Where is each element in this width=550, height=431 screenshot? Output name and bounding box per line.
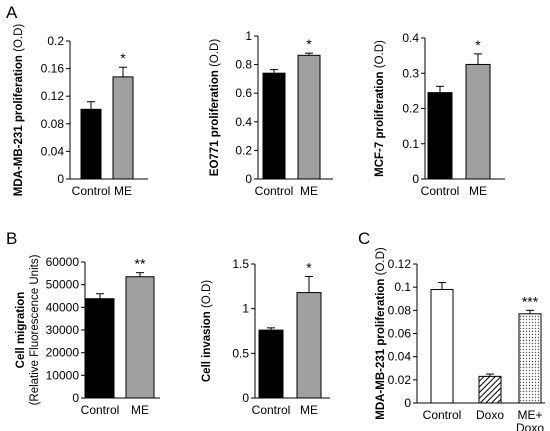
y-tick-label: 0.1 (402, 137, 419, 151)
y-tick-label: 0 (242, 391, 249, 405)
y-tick-label: 0.2 (47, 34, 64, 48)
y-tick-label: 0 (72, 391, 79, 405)
chart-cell-migration: 0 10000 20000 30000 40000 50000 60000 Control **… (15, 254, 160, 417)
bar (427, 92, 453, 180)
y-tick-label: 0 (404, 396, 411, 410)
chart-eo771-proliferation: 0 0.2 0.4 0.6 0.8 1 Control * ME EO771 proliferat… (209, 29, 333, 198)
chart-mda-doxo-proliferation: 0 0.02 0.04 0.06 0.08 0.1 0.12 Control Doxo *** ME… (375, 247, 545, 431)
bar (430, 288, 454, 404)
y-axis-label: EO771 proliferation (O.D) (209, 39, 221, 177)
y-tick-label: 0.12 (41, 89, 65, 103)
bar (112, 76, 134, 180)
y-tick-label: 0 (412, 172, 419, 186)
bar (297, 54, 321, 180)
y-axis-label: Cell migration (15, 292, 27, 369)
y-tick-label: 0.16 (41, 62, 65, 76)
y-tick-label: 0.1 (394, 280, 411, 294)
panel-label-b: B (6, 229, 17, 248)
significance-marker: * (475, 37, 481, 53)
y-tick-label: 0.5 (232, 346, 249, 360)
y-tick-label: 0.4 (402, 31, 419, 45)
x-category-label: ME (300, 403, 318, 417)
x-category-label: Control (81, 403, 120, 417)
x-category-label: Control (252, 403, 291, 417)
x-category-label: Control (72, 184, 111, 198)
y-tick-label: 0.06 (388, 327, 412, 341)
significance-marker: ** (135, 256, 146, 272)
y-tick-label: 0.12 (388, 257, 412, 271)
significance-marker: *** (522, 293, 539, 309)
bar (80, 108, 102, 180)
y-tick-label: 0.2 (402, 102, 419, 116)
panel-label-a: A (6, 3, 18, 22)
x-category-label: ME (131, 403, 149, 417)
y-tick-label: 1.5 (232, 257, 249, 271)
y-tick-label: 0 (57, 172, 64, 186)
bar (465, 63, 491, 180)
y-tick-label: 0.8 (235, 58, 252, 72)
y-tick-label: 60000 (46, 255, 80, 269)
x-category-label: Control (421, 184, 460, 198)
chart-mcf7-proliferation: 0 0.1 0.2 0.3 0.4 Control * ME MCF-7 proliferati… (374, 31, 505, 198)
bar (262, 72, 286, 180)
y-tick-label: 0.3 (402, 66, 419, 80)
y-tick-label: 30000 (46, 323, 80, 337)
y-tick-label: 0.4 (235, 115, 252, 129)
y-axis-unit-label: (Relative Fluorescence Units) (29, 254, 41, 405)
panel-label-c: C (358, 229, 370, 248)
chart-mda-proliferation: 0 0.04 0.08 0.12 0.16 0.2 Control * ME MDA-MB-231… (13, 24, 148, 198)
y-tick-label: 10000 (46, 368, 80, 382)
bar (518, 313, 542, 404)
bar (125, 276, 155, 399)
y-tick-label: 50000 (46, 278, 80, 292)
y-axis-label: MCF-7 proliferation (O.D) (374, 40, 386, 177)
significance-marker: * (120, 50, 126, 66)
y-axis-label: MDA-MB-231 proliferation (O.D) (13, 24, 25, 197)
bar (296, 292, 322, 399)
y-tick-label: 0.04 (388, 350, 412, 364)
y-tick-label: 0.08 (388, 303, 412, 317)
significance-marker: * (306, 36, 312, 52)
x-category-label: ME+ Doxo (516, 408, 544, 431)
y-tick-label: 0.08 (41, 117, 65, 131)
bar (478, 375, 502, 404)
y-tick-label: 20000 (46, 346, 80, 360)
y-tick-label: 1 (245, 29, 252, 43)
y-tick-label: 40000 (46, 300, 80, 314)
y-tick-label: 0 (245, 172, 252, 186)
y-tick-label: 1 (242, 302, 249, 316)
bar (85, 298, 115, 399)
x-category-label: Control (255, 184, 294, 198)
y-axis-label: Cell invasion (O.D) (201, 280, 213, 382)
bar (258, 329, 284, 399)
y-tick-label: 0.04 (41, 144, 65, 158)
y-tick-label: 0.02 (388, 373, 412, 387)
significance-marker: * (306, 260, 312, 276)
y-tick-label: 0.6 (235, 86, 252, 100)
chart-cell-invasion: 0 0.5 1 1.5 Control * ME Cell invasion (O.D) (201, 257, 330, 417)
y-axis-label: MDA-MB-231 proliferation (O.D) (375, 247, 387, 420)
x-category-label: Doxo (476, 408, 504, 422)
x-category-label: ME (469, 184, 487, 198)
y-tick-label: 0.2 (235, 143, 252, 157)
x-category-label: ME (300, 184, 318, 198)
x-category-label: Control (423, 408, 462, 422)
x-category-label: ME (114, 184, 132, 198)
